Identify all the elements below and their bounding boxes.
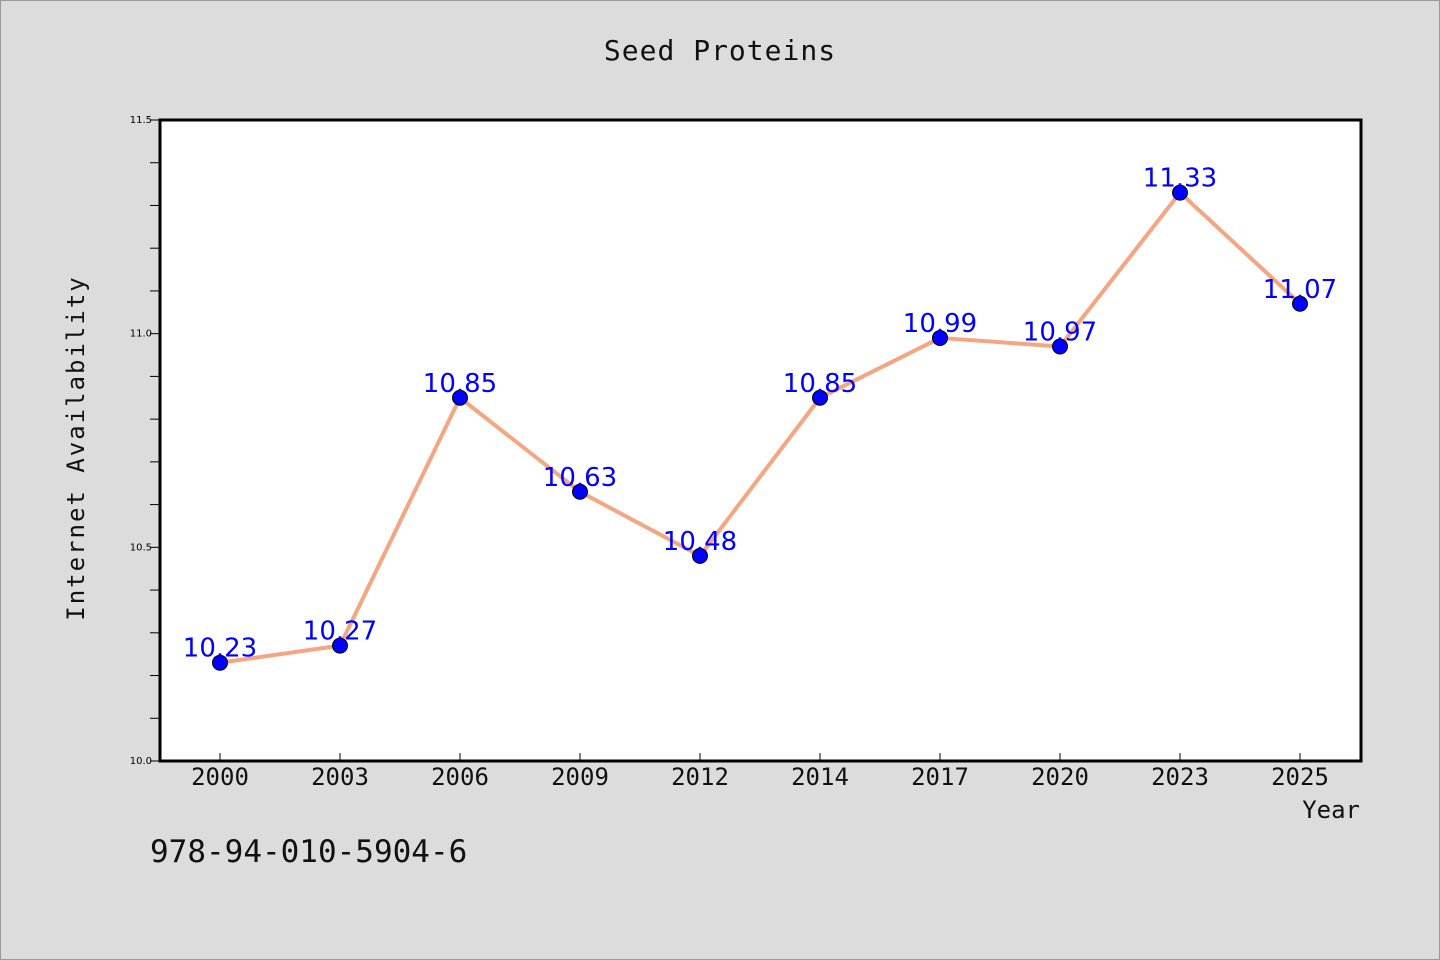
data-point — [692, 547, 708, 564]
data-labels-group: 10.23 10.27 10.85 10.63 10.48 10.85 10.99 10.97… — [183, 164, 1337, 664]
isbn-text: 978-94-010-5904-6 — [150, 834, 468, 870]
x-tick-label: 2006 — [431, 763, 489, 791]
x-tick-label: 2003 — [311, 763, 369, 791]
y-axis-label: Internet Availability — [62, 275, 90, 621]
data-point — [1172, 184, 1188, 201]
data-label: 11.33 — [1143, 164, 1217, 194]
data-point — [1292, 295, 1308, 312]
x-axis: 2000 2003 2006 2009 2012 2014 2017 2020 2023 2025 — [191, 753, 1329, 791]
data-label: 10.23 — [183, 634, 257, 664]
x-tick-label: 2000 — [191, 763, 249, 791]
data-point — [452, 389, 468, 406]
data-label: 10.85 — [783, 369, 857, 399]
y-tick-label: 11.0 — [130, 329, 152, 340]
y-tick-label: 10.0 — [130, 756, 152, 767]
data-point — [1052, 338, 1068, 355]
series-line-group — [219, 190, 1302, 665]
data-label: 10.63 — [543, 463, 617, 493]
data-point — [212, 654, 228, 671]
data-label: 10.97 — [1023, 317, 1097, 347]
y-axis: 10.0 10.5 11.0 11.5 — [130, 115, 160, 767]
x-tick-label: 2020 — [1031, 763, 1089, 791]
data-label: 10.27 — [303, 617, 377, 647]
series-line — [219, 190, 1302, 665]
chart-title: Seed Proteins — [603, 34, 837, 67]
data-label: 10.48 — [663, 527, 737, 557]
data-point — [572, 483, 588, 500]
data-label: 10.85 — [423, 369, 497, 399]
data-point — [812, 389, 828, 406]
y-tick-label: 10.5 — [130, 542, 152, 553]
x-tick-label: 2012 — [671, 763, 729, 791]
x-tick-label: 2009 — [551, 763, 609, 791]
plot-area — [158, 118, 1363, 763]
y-tick-label: 11.5 — [130, 115, 152, 126]
x-tick-label: 2017 — [911, 763, 969, 791]
data-point — [332, 637, 348, 654]
data-label: 11.07 — [1263, 275, 1337, 305]
data-point — [932, 329, 948, 346]
x-tick-label: 2023 — [1151, 763, 1209, 791]
data-label: 10.99 — [903, 309, 977, 339]
x-tick-label: 2025 — [1271, 763, 1329, 791]
x-axis-label: Year — [1302, 796, 1360, 824]
series-markers-group — [212, 184, 1308, 671]
x-tick-label: 2014 — [791, 763, 849, 791]
